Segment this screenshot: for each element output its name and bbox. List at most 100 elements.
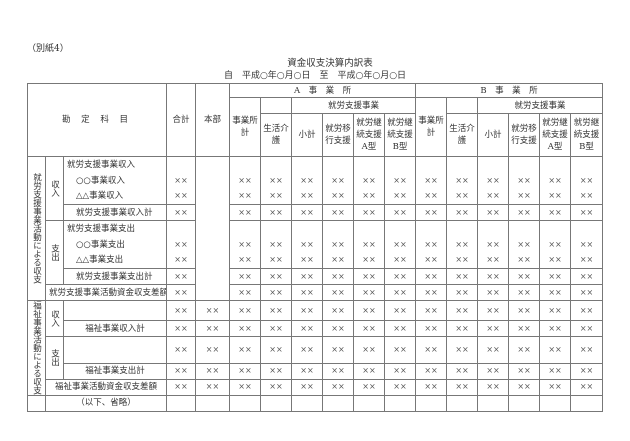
header-b-type-b: 就労継続支援B型 xyxy=(570,113,604,157)
value-cell xyxy=(415,220,448,237)
value-cell: ×× xyxy=(477,300,510,321)
value-cell: ×× xyxy=(353,362,385,380)
value-cell: ×× xyxy=(570,252,604,269)
value-cell xyxy=(477,220,510,237)
value-cell xyxy=(353,220,385,237)
value-cell xyxy=(322,394,354,412)
header-b-employment: 就労支援事業 xyxy=(477,97,604,114)
value-cell: ×× xyxy=(508,284,541,301)
emp-expense-total: 就労支援事業支出計 xyxy=(63,268,167,285)
value-cell: ×× xyxy=(508,362,541,380)
value-cell: ×× xyxy=(477,204,510,221)
value-cell: ×× xyxy=(291,188,323,205)
value-cell: ×× xyxy=(291,236,323,253)
value-cell: ×× xyxy=(539,268,572,285)
value-cell: ×× xyxy=(383,378,417,396)
value-cell: ×× xyxy=(477,252,510,269)
value-cell: ×× xyxy=(570,300,604,321)
header-a-office-total: 事業所計 xyxy=(229,97,261,157)
table-row: 就労支援事業活動による収支 収入 就労支援事業収入 xyxy=(27,156,604,301)
value-cell: ×× xyxy=(570,284,604,301)
welfare-expense-blank xyxy=(63,336,167,364)
header-total: 合計 xyxy=(166,83,196,157)
value-cell: ×× xyxy=(260,320,292,337)
value-cell: ×× xyxy=(166,268,196,285)
value-cell: ×× xyxy=(291,252,323,269)
value-cell: ×× xyxy=(322,236,354,253)
value-cell xyxy=(477,156,510,173)
value-cell xyxy=(353,394,385,412)
value-cell: ×× xyxy=(415,300,448,321)
value-cell: ×× xyxy=(508,268,541,285)
header-b-transition: 就労移行支援 xyxy=(508,113,541,157)
value-cell: ×× xyxy=(539,252,572,269)
oo-income: ○○事業収入 xyxy=(63,172,167,189)
value-cell xyxy=(291,220,323,237)
value-cell: ×× xyxy=(383,336,417,364)
value-cell: ×× xyxy=(415,378,448,396)
header-b-office-total: 事業所計 xyxy=(415,97,448,157)
value-cell: ×× xyxy=(229,268,261,285)
value-cell: ×× xyxy=(166,336,196,364)
header-a-employment: 就労支援事業 xyxy=(290,97,417,114)
header-a-blank xyxy=(260,97,292,114)
value-cell: ×× xyxy=(291,204,323,221)
value-cell: ×× xyxy=(260,268,292,285)
value-cell: ×× xyxy=(383,252,417,269)
table-row: 支出 就労支援事業支出 xyxy=(28,220,604,285)
value-cell: ×× xyxy=(322,268,354,285)
value-cell: ×× xyxy=(570,236,604,253)
value-cell: ×× xyxy=(260,336,292,364)
value-cell xyxy=(477,394,510,412)
value-cell: ×× xyxy=(260,172,292,189)
value-cell: ×× xyxy=(446,378,479,396)
value-cell: ×× xyxy=(477,378,510,396)
table-row: △△事業収入 ×× ×× ×× ×× ×× ×× ×× ×× ×× ×× ×× ×× ×× xyxy=(28,188,604,205)
value-cell: ×× xyxy=(322,362,354,380)
table-row: 福祉事業活動資金収支差額 ×× ×× ×× ×× ×× ×× ×× ×× ×× ×× ×× ×× ×× ×… xyxy=(28,378,604,396)
value-cell: ×× xyxy=(570,188,604,205)
table-row: 支出 ×× ×× ×× ×× ×× ×× ×× ×× ×× ×× ×× ×× ×× ×× xyxy=(28,336,604,380)
expense-label: 支出 xyxy=(45,220,64,285)
section-welfare: 福祉事業活動による収支 xyxy=(27,300,46,396)
value-cell xyxy=(291,156,323,173)
value-cell xyxy=(570,394,604,412)
value-cell: ×× xyxy=(539,188,572,205)
header-account: 勘 定 科 目 xyxy=(27,83,167,157)
value-cell xyxy=(166,156,196,173)
value-cell xyxy=(229,220,261,237)
value-cell: ×× xyxy=(415,188,448,205)
value-cell: ×× xyxy=(195,300,230,321)
value-cell: ×× xyxy=(260,300,292,321)
oo-expense: ○○事業支出 xyxy=(63,236,167,253)
value-cell: ×× xyxy=(446,336,479,364)
value-cell: ×× xyxy=(477,336,510,364)
value-cell: ×× xyxy=(415,362,448,380)
blank-cell xyxy=(27,394,46,412)
value-cell: ×× xyxy=(570,336,604,364)
document-title: 資金収支決算内訳表 xyxy=(287,58,373,69)
expense-label: 支出 xyxy=(45,336,64,380)
tt-income: △△事業収入 xyxy=(63,188,167,205)
value-cell: ×× xyxy=(383,284,417,301)
value-cell: ×× xyxy=(415,204,448,221)
header-b-subtotal: 小計 xyxy=(477,113,510,157)
value-cell: ×× xyxy=(477,320,510,337)
value-cell: ×× xyxy=(229,336,261,364)
table-row: 福祉事業活動による収支 収入 ×× ×× ×× ×× ×× ×× ×× ×× ×× ×× ×× ×× ×… xyxy=(27,300,604,396)
value-cell: ×× xyxy=(415,320,448,337)
section-employment: 就労支援事業活動による収支 xyxy=(27,156,46,301)
value-cell xyxy=(383,220,417,237)
value-cell: ×× xyxy=(353,300,385,321)
emp-income-total: 就労支援事業収入計 xyxy=(63,204,167,221)
value-cell: ×× xyxy=(508,252,541,269)
value-cell xyxy=(539,156,572,173)
header-office-b: B 事 業 所 xyxy=(415,83,604,98)
value-cell: ×× xyxy=(383,268,417,285)
table-row: 就労支援事業収入計 ×× ×× ×× ×× ×× ×× ×× ×× ×× ×× ×× ×× ×× xyxy=(28,204,604,221)
value-cell: ×× xyxy=(508,300,541,321)
value-cell: ×× xyxy=(322,378,354,396)
header-a-type-a: 就労継続支援A型 xyxy=(353,113,385,157)
table-row: ○○事業支出 ×× ×× ×× ×× ×× ×× ×× ×× ×× ×× ×× ×× ×× xyxy=(28,236,604,253)
value-cell xyxy=(446,220,479,237)
